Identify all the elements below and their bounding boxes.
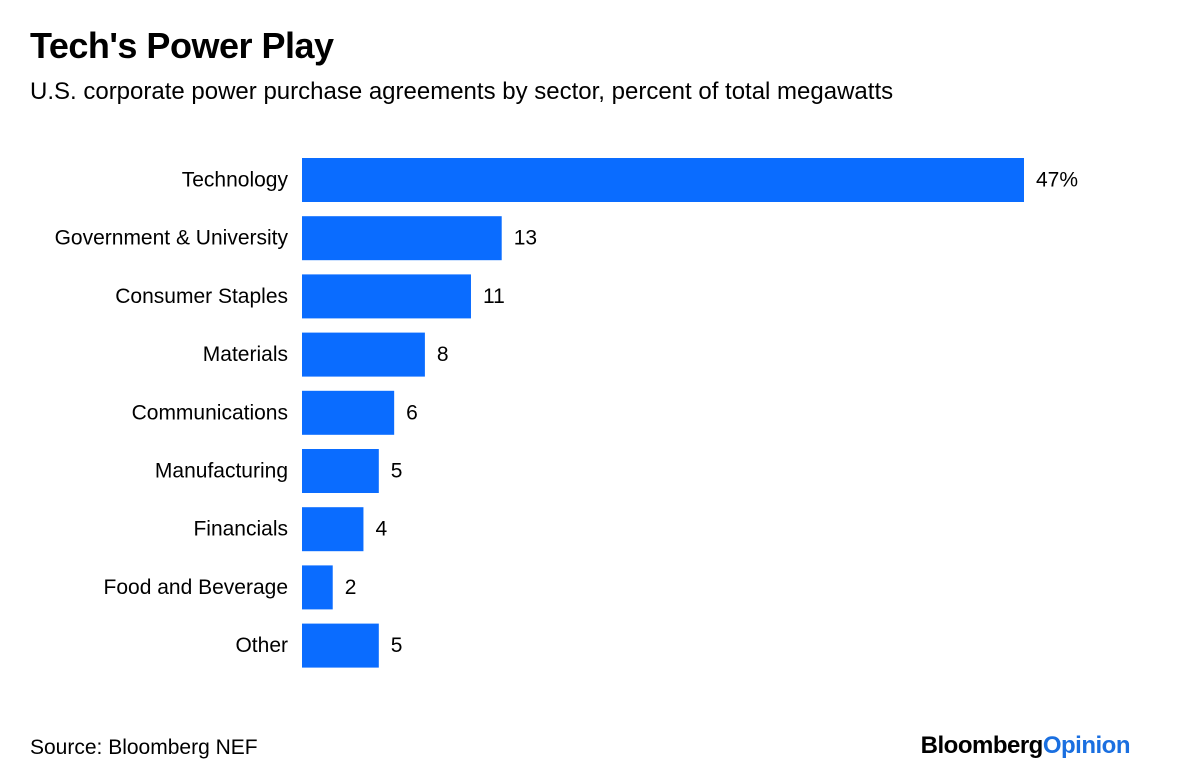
value-label: 4 — [375, 518, 387, 541]
category-label: Materials — [203, 343, 288, 366]
bar — [302, 565, 333, 610]
category-label: Technology — [182, 169, 289, 192]
value-label: 2 — [345, 576, 357, 599]
value-label: 5 — [391, 634, 403, 657]
bar — [302, 449, 379, 493]
brand-logo: BloombergOpinion — [920, 732, 1131, 761]
category-label: Consumer Staples — [115, 285, 288, 308]
category-label: Communications — [132, 401, 288, 424]
value-label: 6 — [406, 401, 418, 424]
bar — [302, 623, 379, 668]
value-label: 11 — [483, 285, 505, 308]
bar — [302, 158, 1024, 202]
category-label: Financials — [193, 518, 288, 541]
category-label: Manufacturing — [155, 460, 288, 483]
value-label: 13 — [514, 227, 537, 250]
brand-logo-part2: Opinion — [1042, 732, 1131, 759]
bar — [302, 390, 395, 435]
chart-subtitle: U.S. corporate power purchase agreements… — [30, 78, 894, 105]
category-label: Food and Beverage — [104, 576, 288, 599]
bar — [302, 274, 471, 319]
category-label: Other — [235, 634, 288, 657]
value-label: 8 — [437, 343, 449, 366]
value-label: 5 — [391, 460, 403, 483]
bar — [302, 332, 425, 377]
bar-chart: Technology 47% Government & University 13 Co… — [55, 158, 1078, 668]
source-note: Source: Bloomberg NEF — [30, 736, 258, 759]
category-label: Government & University — [55, 227, 289, 250]
bar — [302, 216, 502, 261]
brand-logo-part1: Bloomberg — [920, 732, 1044, 759]
bar — [302, 507, 364, 552]
chart-title: Tech's Power Play — [30, 25, 334, 66]
value-label: 47% — [1036, 169, 1078, 192]
